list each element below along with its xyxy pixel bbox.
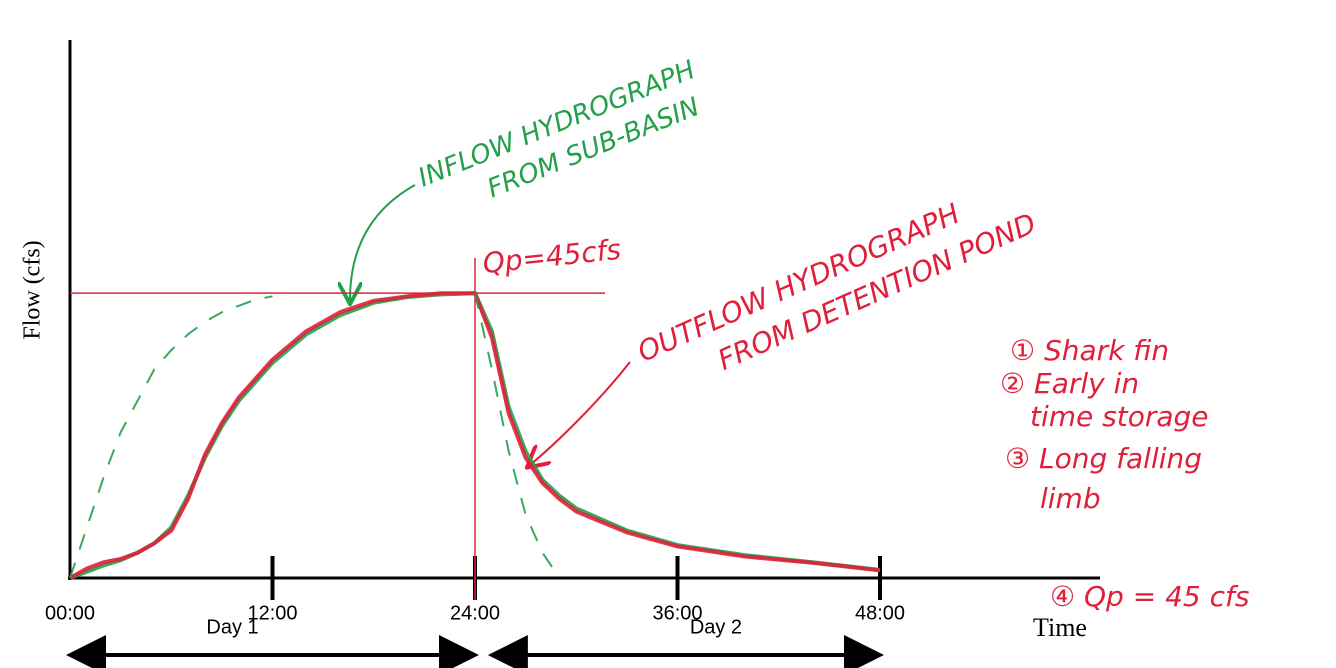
line — [69, 291, 881, 580]
x-tick-label: 36:00 — [652, 602, 702, 624]
x-tick-label: 12:00 — [247, 602, 297, 624]
outflow-arrow — [530, 361, 631, 465]
note: limb — [1040, 482, 1101, 515]
outflow-note: OUTFLOW HYDROGRAPH FROM DETENTION POND — [633, 197, 1041, 377]
peak-label: Qp=45cfs — [481, 233, 622, 280]
inflow-note: INFLOW HYDROGRAPH FROM SUB-BASIN — [414, 55, 704, 204]
x-tick-label: 48:00 — [855, 602, 905, 624]
note: time storage — [1030, 400, 1209, 433]
period-label: Day 1 — [206, 616, 258, 638]
x-axis-title: Time — [1033, 613, 1087, 642]
note: ② Early in — [1000, 367, 1139, 400]
x-tick-label: 00:00 — [45, 602, 95, 624]
y-axis-title: Flow (cfs) — [20, 240, 46, 339]
dashed-line — [69, 292, 561, 579]
x-tick-label: 24:00 — [450, 602, 500, 624]
note: ④ Qp = 45 cfs — [1050, 580, 1249, 613]
inflow-arrow — [350, 184, 416, 300]
note: ③ Long falling — [1005, 442, 1202, 475]
period-label: Day 2 — [690, 616, 742, 638]
note: ① Shark fin — [1010, 334, 1169, 367]
